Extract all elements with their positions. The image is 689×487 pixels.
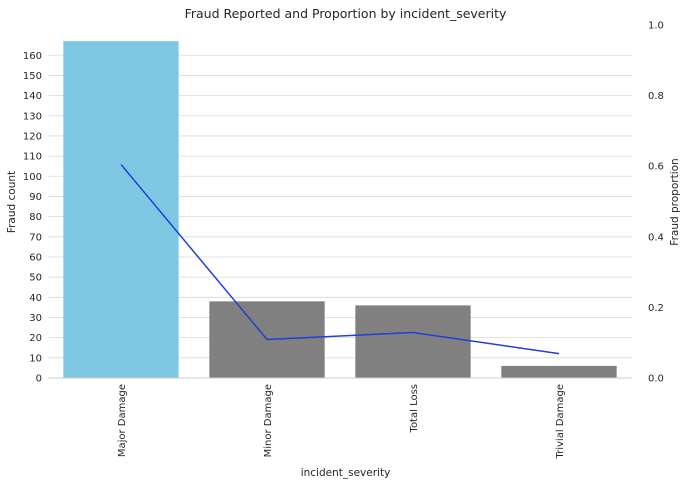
proportion-line <box>120 163 560 355</box>
chart-title: Fraud Reported and Proportion by inciden… <box>185 6 507 21</box>
y-tick-label: 50 <box>29 273 42 284</box>
y2-tick-label: 0.8 <box>648 91 664 102</box>
y-tick-label: 110 <box>23 152 42 163</box>
x-tick-label: Minor Damage <box>263 384 274 457</box>
left-y-ticks: 0 10 20 30 40 50 60 70 80 90 100 110 120 130 140 150 160 <box>23 51 42 385</box>
y-tick-label: 150 <box>23 71 42 82</box>
y-axis-label: Fraud count <box>6 171 18 233</box>
y-tick-label: 70 <box>29 232 42 243</box>
y-tick-label: 10 <box>29 353 42 364</box>
y-tick-label: 0 <box>36 374 42 385</box>
bar <box>501 365 617 378</box>
y-tick-label: 130 <box>23 111 42 122</box>
y-tick-label: 100 <box>23 172 42 183</box>
y-tick-label: 140 <box>23 91 42 102</box>
y-tick-label: 30 <box>29 313 42 324</box>
x-tick-label: Major Damage <box>117 384 128 457</box>
y-tick-label: 80 <box>29 212 42 223</box>
y2-tick-label: 0.6 <box>648 162 664 173</box>
y-tick-label: 120 <box>23 131 42 142</box>
x-ticks: Major Damage Minor Damage Total Loss Trivia… <box>117 384 566 460</box>
bars <box>63 41 617 378</box>
bar <box>355 305 471 378</box>
y-tick-label: 40 <box>29 293 42 304</box>
y2-tick-label: 0.0 <box>648 374 664 385</box>
right-y-ticks: 0.0 0.2 0.4 0.6 0.8 1.0 <box>648 21 664 385</box>
y2-tick-label: 0.2 <box>648 303 664 314</box>
y2-tick-label: 0.4 <box>648 232 664 243</box>
x-tick-label: Total Loss <box>409 384 420 433</box>
x-axis-label: incident_severity <box>301 467 391 479</box>
proportion-line-path <box>120 163 560 355</box>
y-tick-label: 20 <box>29 333 42 344</box>
y2-axis-label: Fraud proportion <box>669 158 681 245</box>
bar <box>63 41 179 378</box>
y2-tick-label: 1.0 <box>648 21 664 32</box>
y-tick-label: 160 <box>23 51 42 62</box>
y-tick-label: 60 <box>29 252 42 263</box>
x-tick-label: Trivial Damage <box>555 384 566 460</box>
y-tick-label: 90 <box>29 192 42 203</box>
